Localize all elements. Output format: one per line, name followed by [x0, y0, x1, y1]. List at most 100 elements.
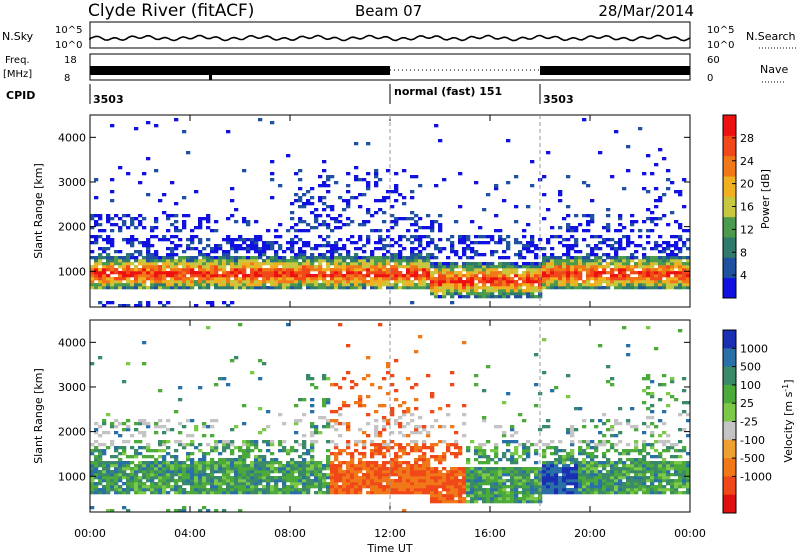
heatmap-cell [330, 268, 335, 272]
heatmap-cell [394, 286, 399, 290]
heatmap-cell [574, 250, 579, 254]
heatmap-cell [410, 286, 415, 290]
heatmap-cell [410, 223, 415, 227]
heatmap-cell [642, 422, 647, 426]
heatmap-cell [586, 244, 591, 248]
heatmap-cell [138, 431, 143, 435]
heatmap-cell [518, 497, 523, 501]
heatmap-cell [238, 458, 243, 462]
heatmap-cell [374, 268, 379, 272]
heatmap-cell [590, 274, 595, 278]
heatmap-cell [678, 491, 683, 495]
heatmap-cell [414, 425, 419, 429]
heatmap-cell [198, 482, 203, 486]
heatmap-cell [542, 482, 547, 486]
heatmap-cell [218, 476, 223, 480]
heatmap-cell [310, 467, 315, 471]
heatmap-cell [206, 253, 211, 257]
heatmap-cell [486, 500, 491, 504]
heatmap-cell [262, 286, 267, 290]
heatmap-cell [150, 476, 155, 480]
heatmap-cell [558, 283, 563, 287]
heatmap-cell [358, 488, 363, 492]
heatmap-cell [522, 452, 527, 456]
heatmap-cell [94, 440, 99, 444]
heatmap-cell [186, 443, 191, 447]
heatmap-cell [462, 235, 467, 239]
heatmap-cell [590, 259, 595, 263]
heatmap-cell [490, 235, 495, 239]
heatmap-cell [302, 488, 307, 492]
heatmap-cell [154, 277, 159, 281]
heatmap-cell [110, 265, 115, 269]
heatmap-cell [446, 485, 451, 489]
heatmap-cell [206, 268, 211, 272]
heatmap-cell [590, 479, 595, 483]
heatmap-cell [158, 271, 163, 275]
heatmap-cell [454, 467, 459, 471]
heatmap-cell [250, 467, 255, 471]
heatmap-cell [574, 238, 579, 242]
heatmap-cell [654, 491, 659, 495]
heatmap-cell [654, 470, 659, 474]
heatmap-cell [390, 253, 395, 257]
heatmap-cell [502, 500, 507, 504]
heatmap-cell [270, 247, 275, 251]
heatmap-cell [510, 271, 515, 275]
heatmap-cell [430, 274, 435, 278]
heatmap-cell [442, 271, 447, 275]
heatmap-cell [330, 244, 335, 248]
heatmap-cell [434, 476, 439, 480]
heatmap-cell [310, 286, 315, 290]
heatmap-cell [202, 458, 207, 462]
heatmap-cell [502, 268, 507, 272]
heatmap-cell [458, 205, 463, 209]
heatmap-cell [342, 286, 347, 290]
heatmap-cell [206, 238, 211, 242]
heatmap-cell [622, 470, 627, 474]
heatmap-cell [234, 467, 239, 471]
heatmap-cell [298, 467, 303, 471]
heatmap-cell [282, 470, 287, 474]
heatmap-cell [374, 482, 379, 486]
heatmap-cell [438, 407, 443, 411]
heatmap-cell [670, 277, 675, 281]
heatmap-cell [98, 452, 103, 456]
heatmap-cell [262, 253, 267, 257]
heatmap-cell [514, 262, 519, 266]
heatmap-cell [370, 479, 375, 483]
heatmap-cell [610, 461, 615, 465]
heatmap-cell [146, 277, 151, 281]
heatmap-cell [414, 220, 419, 224]
heatmap-cell [594, 280, 599, 284]
heatmap-cell [554, 482, 559, 486]
heatmap-cell [190, 443, 195, 447]
heatmap-cell [238, 277, 243, 281]
heatmap-cell [646, 392, 651, 396]
heatmap-cell [358, 277, 363, 281]
heatmap-cell [678, 449, 683, 453]
heatmap-cell [290, 449, 295, 453]
heatmap-cell [662, 470, 667, 474]
heatmap-cell [442, 286, 447, 290]
heatmap-cell [346, 250, 351, 254]
heatmap-cell [466, 286, 471, 290]
heatmap-cell [242, 464, 247, 468]
heatmap-cell [418, 479, 423, 483]
heatmap-cell [402, 283, 407, 287]
heatmap-cell [370, 286, 375, 290]
heatmap-cell [334, 446, 339, 450]
heatmap-cell [326, 175, 331, 179]
heatmap-cell [518, 491, 523, 495]
heatmap-cell [410, 464, 415, 468]
heatmap-cell [522, 277, 527, 281]
heatmap-cell [170, 455, 175, 459]
heatmap-cell [686, 470, 691, 474]
heatmap-cell [498, 479, 503, 483]
heatmap-cell [290, 247, 295, 251]
heatmap-cell [458, 497, 463, 501]
heatmap-cell [566, 238, 571, 242]
heatmap-cell [266, 488, 271, 492]
heatmap-cell [666, 265, 671, 269]
